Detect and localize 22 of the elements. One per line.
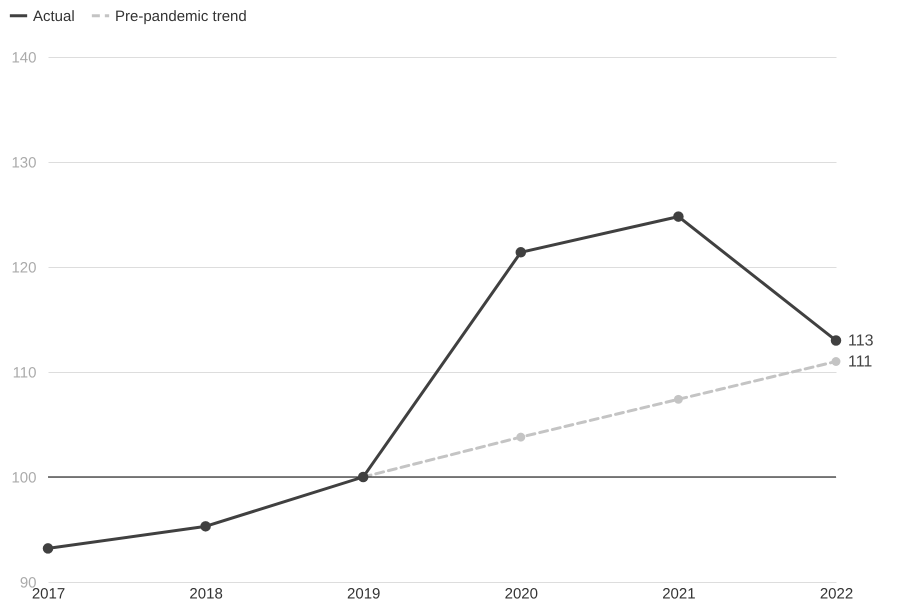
- point: [200, 521, 211, 532]
- x-tick-label: 2021: [662, 586, 696, 602]
- point: [516, 247, 526, 258]
- data-label: 113: [848, 332, 874, 350]
- data-label: 111: [848, 354, 872, 370]
- point: [674, 394, 683, 404]
- y-tick-label: 130: [11, 154, 36, 172]
- point: [830, 335, 842, 346]
- x-tick-label: 2019: [347, 586, 380, 602]
- y-tick-label: 110: [12, 364, 36, 382]
- point: [832, 357, 840, 366]
- y-tick-label: 120: [11, 260, 36, 276]
- x-tick-label: 2018: [189, 586, 223, 602]
- y-tick-label: 140: [11, 50, 36, 66]
- legend-label: Actual: [33, 8, 75, 25]
- point: [516, 432, 526, 442]
- y-tick-label: 100: [11, 470, 36, 486]
- x-tick-label: 2022: [820, 586, 854, 602]
- point: [673, 211, 684, 222]
- x-tick-label: 2020: [504, 586, 538, 602]
- legend-label: Pre-pandemic trend: [115, 8, 247, 25]
- point: [42, 543, 54, 554]
